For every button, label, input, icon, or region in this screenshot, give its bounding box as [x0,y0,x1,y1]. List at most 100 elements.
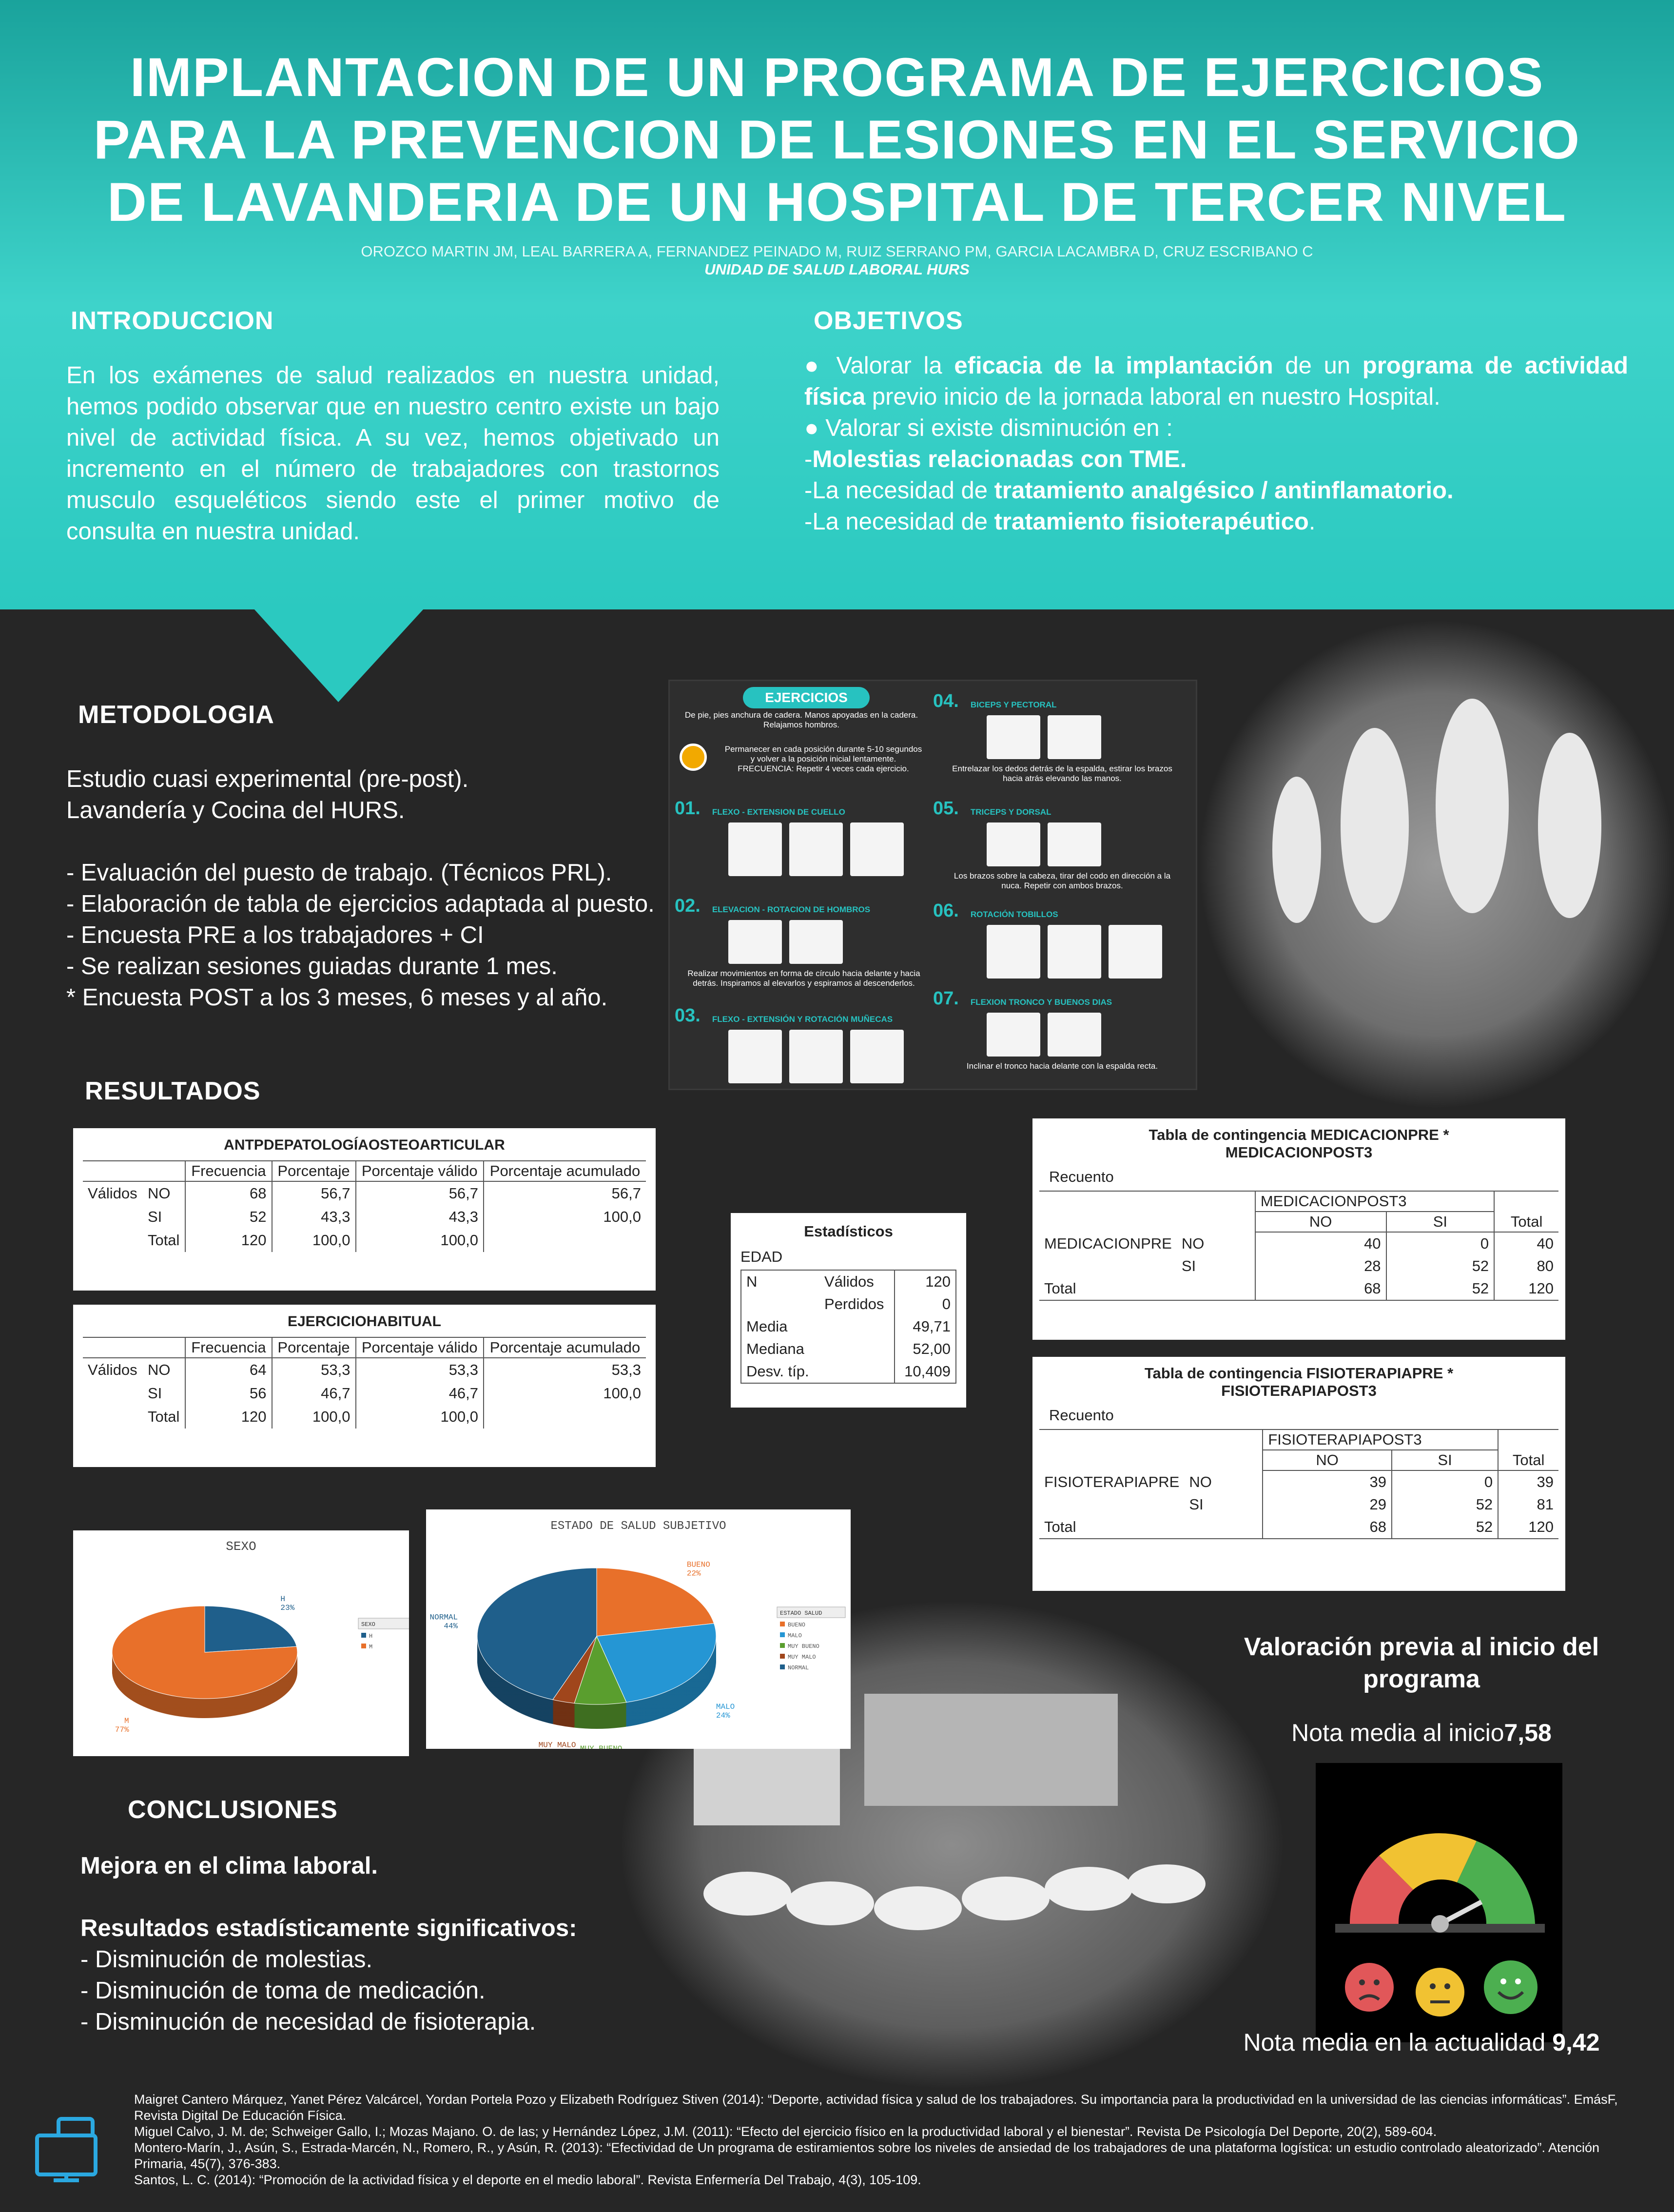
clock-icon [680,744,707,771]
table-title: Tabla de contingencia MEDICACIONPRE * ME… [1148,1126,1449,1161]
table-cell: SI [147,1385,162,1402]
sheet-intro: De pie, pies anchura de cadera. Manos ap… [684,710,918,729]
exercise-figure [789,920,843,964]
table-cell [83,1205,143,1229]
methodology-line: - Se realizan sesiones guiadas durante 1… [66,953,558,979]
rating-initial-label: Nota media al inicio [1291,1719,1504,1746]
table-cell [1039,1450,1184,1470]
table-column-header: NO [1262,1450,1392,1471]
exercise-header: 02. ELEVACION - ROTACION DE HOMBROS [675,896,928,917]
table-row: SI 29 52 81 [1039,1493,1558,1516]
rating-initial: Nota media al inicio7,58 [1243,1719,1600,1747]
objectives-list: ● Valorar la eficacia de la implantación… [804,350,1628,537]
table-cell [1039,1191,1255,1212]
legend-label: M [369,1644,372,1650]
table-header-row: Frecuencia Porcentaje Porcentaje válido Por… [83,1337,646,1358]
text-segment: previo inicio de la jornada laboral en n… [865,384,1440,410]
table-cell: 64 [185,1358,272,1382]
table-cell: 52 [1391,1493,1499,1516]
exercise-number: 01. [675,798,701,819]
table-cell: Frecuencia [185,1337,272,1358]
table-cell [819,1338,895,1360]
legend-label: MALO [788,1632,802,1639]
methodology-line: - Evaluación del puesto de trabajo. (Téc… [66,860,612,886]
table-cell: 120 [1498,1516,1558,1539]
legend-label: MUY BUENO [788,1643,819,1650]
exercise-name: FLEXO - EXTENSIÓN Y ROTACIÓN MUÑECAS [712,1014,893,1024]
table-cell: MEDICACIONPRE [1044,1234,1172,1252]
exercise-name: BICEPS Y PECTORAL [970,700,1057,709]
table-header-row: Frecuencia Porcentaje Porcentaje válido Por… [83,1160,646,1182]
table-cell: Total [147,1232,180,1249]
exercise-description: Los brazos sobre la cabeza, tirar del co… [954,871,1171,890]
legend-title: ESTADO SALUD [780,1610,822,1617]
table-cell: 120 [894,1270,956,1293]
slice-value-label: 22% [687,1569,701,1578]
exercise-number: 04. [933,691,959,711]
table-cell: 39 [1262,1470,1392,1493]
table-cell: Porcentaje válido [355,1160,484,1182]
table-cell: Válidos [824,1273,874,1290]
objective-item: -La necesidad de tratamiento fisioterapé… [804,506,1628,537]
section-heading: RESULTADOS [85,1077,261,1105]
objective-item: ● Valorar la eficacia de la implantación… [804,350,1628,412]
conclusions-paragraph: Resultados estadísticamente significativ… [80,1913,641,2037]
exercise-header: 01. FLEXO - EXTENSION DE CUELLO [675,798,928,819]
table-cell: 120 [185,1229,272,1252]
exercise-figure [728,822,782,876]
table-cell: 100,0 [483,1382,646,1405]
table-cell [1039,1212,1177,1232]
exercise-header: 06. ROTACIÓN TOBILLOS [933,900,1187,921]
table-cell [819,1315,895,1338]
photo-group-stretching [1199,621,1674,1108]
table-cell: Media [746,1318,788,1335]
table-cell [83,1337,143,1358]
legend-swatch [780,1664,785,1669]
objective-item: -Molestias relacionadas con TME. [804,444,1628,475]
sheet-timing: Permanecer en cada posición durante 5-10… [724,744,922,773]
exercise-name: TRICEPS Y DORSAL [970,807,1051,817]
table-cell: 100,0 [271,1405,356,1429]
legend-swatch [780,1643,785,1648]
table-cell: Válidos [88,1361,137,1378]
satisfaction-gauge [1316,1763,1562,2042]
slice-value-label: 44% [444,1622,458,1630]
pie-chart: ESTADO DE SALUD SUBJETIVOBUENO22%MALO24%… [426,1509,851,1749]
table-cell: 53,3 [271,1358,356,1382]
table-cell: 28 [1254,1255,1386,1277]
table-cell: 52 [1391,1516,1499,1539]
table-cell: NO [1189,1473,1212,1490]
conclusions-line: - Disminución de necesidad de fisioterap… [80,2009,536,2035]
table-cell: 46,7 [355,1382,484,1405]
table-cell: 52 [185,1205,272,1229]
exercise-number: 02. [675,896,701,916]
exercise-number: 06. [933,900,959,921]
table-row: Válidos NO 68 56,7 56,7 56,7 [83,1181,646,1205]
table-subtitle: Recuento [1049,1407,1114,1424]
table-header-row: MEDICACIONPOST3 [1039,1191,1558,1212]
table-cell [819,1360,895,1383]
table-cell: 100,0 [355,1405,484,1429]
exercise-header: 07. FLEXION TRONCO Y BUENOS DIAS [933,988,1187,1009]
table-title: ANTPDEPATOLOGÍAOSTEOARTICULAR [224,1137,505,1153]
objective-item: ● Valorar si existe disminución en : [804,412,1628,444]
table-cell [142,1337,186,1358]
table-cell: 46,7 [271,1382,356,1405]
table-cell: SI [147,1208,162,1225]
table-cell: 56,7 [355,1181,484,1205]
table: FISIOTERAPIAPOST3 NO SI Total FISIOTERAPIAPR… [1039,1429,1558,1539]
exercise-number: 07. [933,988,959,1009]
methodology-paragraph: Estudio cuasi experimental (pre-post). La… [66,763,700,826]
table-cell: 100,0 [483,1205,646,1229]
chart-title: ESTADO DE SALUD SUBJETIVO [550,1520,726,1533]
table: Frecuencia Porcentaje Porcentaje válido Por… [83,1160,646,1252]
exercise-figure [789,1030,843,1083]
section-heading: OBJETIVOS [814,307,963,335]
table-title: Estadísticos [804,1223,893,1240]
table: N Válidos 120 Perdidos 0 Media 49,71 Mediana 52,… [740,1270,956,1384]
reference: Santos, L. C. (2014): “Promoción de la a… [134,2173,921,2187]
table-cell: 52,00 [894,1338,956,1360]
table-cell: 53,3 [355,1358,484,1382]
table-cell [1177,1212,1255,1232]
table-cell: 53,3 [483,1358,646,1382]
